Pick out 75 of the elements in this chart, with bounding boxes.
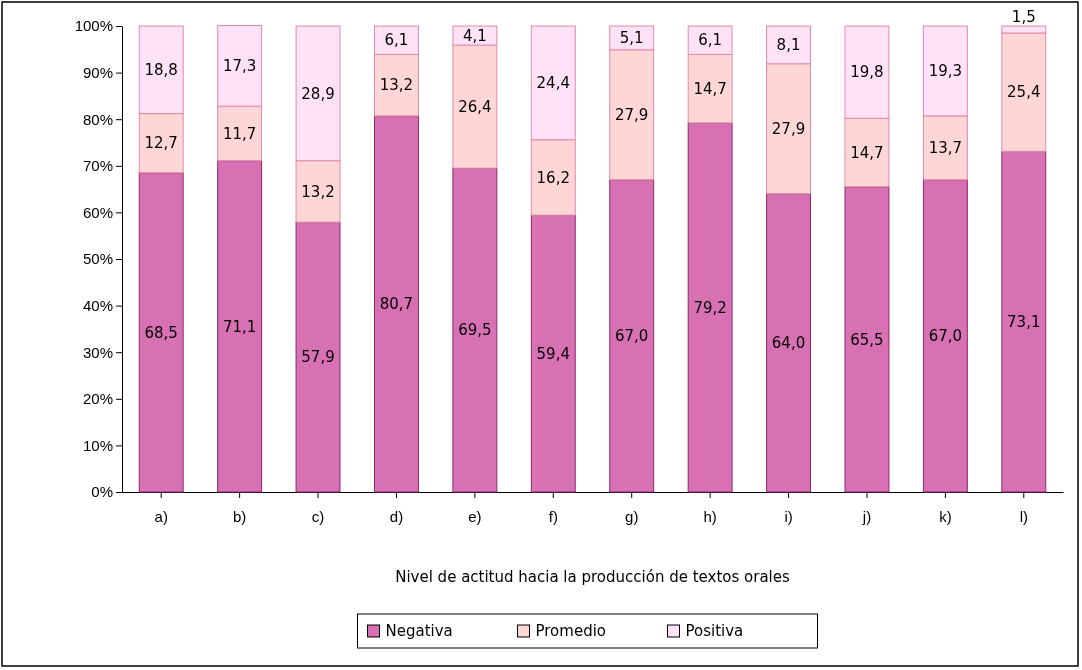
data-label: 4,1 xyxy=(462,26,487,45)
x-tick-label: a) xyxy=(154,508,168,525)
data-label: 28,9 xyxy=(301,84,335,103)
data-label: 19,3 xyxy=(928,62,963,81)
x-tick-label: c) xyxy=(311,508,325,525)
bar xyxy=(295,221,341,493)
x-tick-label: b) xyxy=(232,508,247,525)
data-label: 14,7 xyxy=(850,143,884,162)
bar xyxy=(766,193,811,493)
data-label: 59,4 xyxy=(536,344,570,363)
data-label: 26,4 xyxy=(458,97,492,116)
x-tick-label: i) xyxy=(784,508,793,525)
bar xyxy=(374,115,419,493)
y-tick-label: 70% xyxy=(82,157,113,175)
x-tick-label: l) xyxy=(1019,508,1028,525)
x-tick-label: h) xyxy=(703,508,717,525)
data-label: 13,2 xyxy=(301,182,335,201)
legend-label: Negativa xyxy=(385,622,453,641)
y-tick-label: 0% xyxy=(91,483,113,501)
y-tick-label: 100% xyxy=(74,17,113,35)
data-label: 67,0 xyxy=(928,327,963,346)
y-tick-label: 20% xyxy=(82,390,113,408)
data-label: 8,1 xyxy=(776,36,801,55)
bar xyxy=(530,214,576,493)
bar xyxy=(687,122,733,493)
x-tick-label: f) xyxy=(548,508,558,525)
data-label: 6,1 xyxy=(384,31,409,50)
data-label: 73,1 xyxy=(1007,312,1041,331)
data-label: 12,7 xyxy=(144,134,178,153)
bar xyxy=(844,186,890,493)
data-label: 18,8 xyxy=(144,61,178,80)
y-tick-label: 50% xyxy=(82,250,113,268)
legend-label: Positiva xyxy=(685,622,744,641)
data-label: 57,9 xyxy=(301,348,335,367)
bar xyxy=(217,160,263,493)
legend-label: Promedio xyxy=(535,622,607,641)
data-label: 1,5 xyxy=(1011,8,1036,27)
data-label: 6,1 xyxy=(698,31,723,50)
data-label: 5,1 xyxy=(619,29,644,48)
data-label: 24,4 xyxy=(536,74,570,93)
y-tick-label: 10% xyxy=(82,436,113,454)
data-label: 25,4 xyxy=(1007,83,1041,102)
data-label: 65,5 xyxy=(850,330,884,349)
x-tick-label: e) xyxy=(468,508,482,525)
x-tick-label: j) xyxy=(861,508,872,525)
data-label: 68,5 xyxy=(144,323,178,342)
data-label: 13,2 xyxy=(379,76,414,95)
bar xyxy=(922,179,968,493)
data-label: 69,5 xyxy=(458,321,492,340)
data-label: 13,7 xyxy=(928,139,963,158)
x-tick-label: g) xyxy=(625,508,639,525)
y-tick-label: 80% xyxy=(82,110,113,128)
data-label: 71,1 xyxy=(222,317,257,336)
y-tick-label: 90% xyxy=(82,63,113,81)
data-label: 14,7 xyxy=(693,79,727,98)
y-tick-label: 30% xyxy=(82,343,113,361)
data-label: 80,7 xyxy=(379,295,414,314)
data-label: 27,9 xyxy=(771,120,806,138)
data-label: 19,8 xyxy=(850,63,884,82)
data-label: 11,7 xyxy=(222,124,257,143)
x-axis-title: Nivel de actitud hacia la producción de textos orales xyxy=(395,568,790,586)
x-tick-label: k) xyxy=(939,508,952,525)
y-tick-label: 60% xyxy=(82,203,113,221)
data-label: 64,0 xyxy=(771,334,806,353)
data-label: 79,2 xyxy=(693,298,727,317)
y-tick-label: 40% xyxy=(82,296,113,314)
bar xyxy=(609,179,655,493)
bar xyxy=(138,172,184,493)
data-label: 27,9 xyxy=(615,106,649,125)
x-tick-label: d) xyxy=(389,508,404,525)
data-label: 17,3 xyxy=(222,57,257,76)
bar xyxy=(1001,150,1047,493)
data-label: 16,2 xyxy=(536,168,570,187)
data-label: 67,0 xyxy=(615,327,649,346)
bar xyxy=(452,167,498,493)
